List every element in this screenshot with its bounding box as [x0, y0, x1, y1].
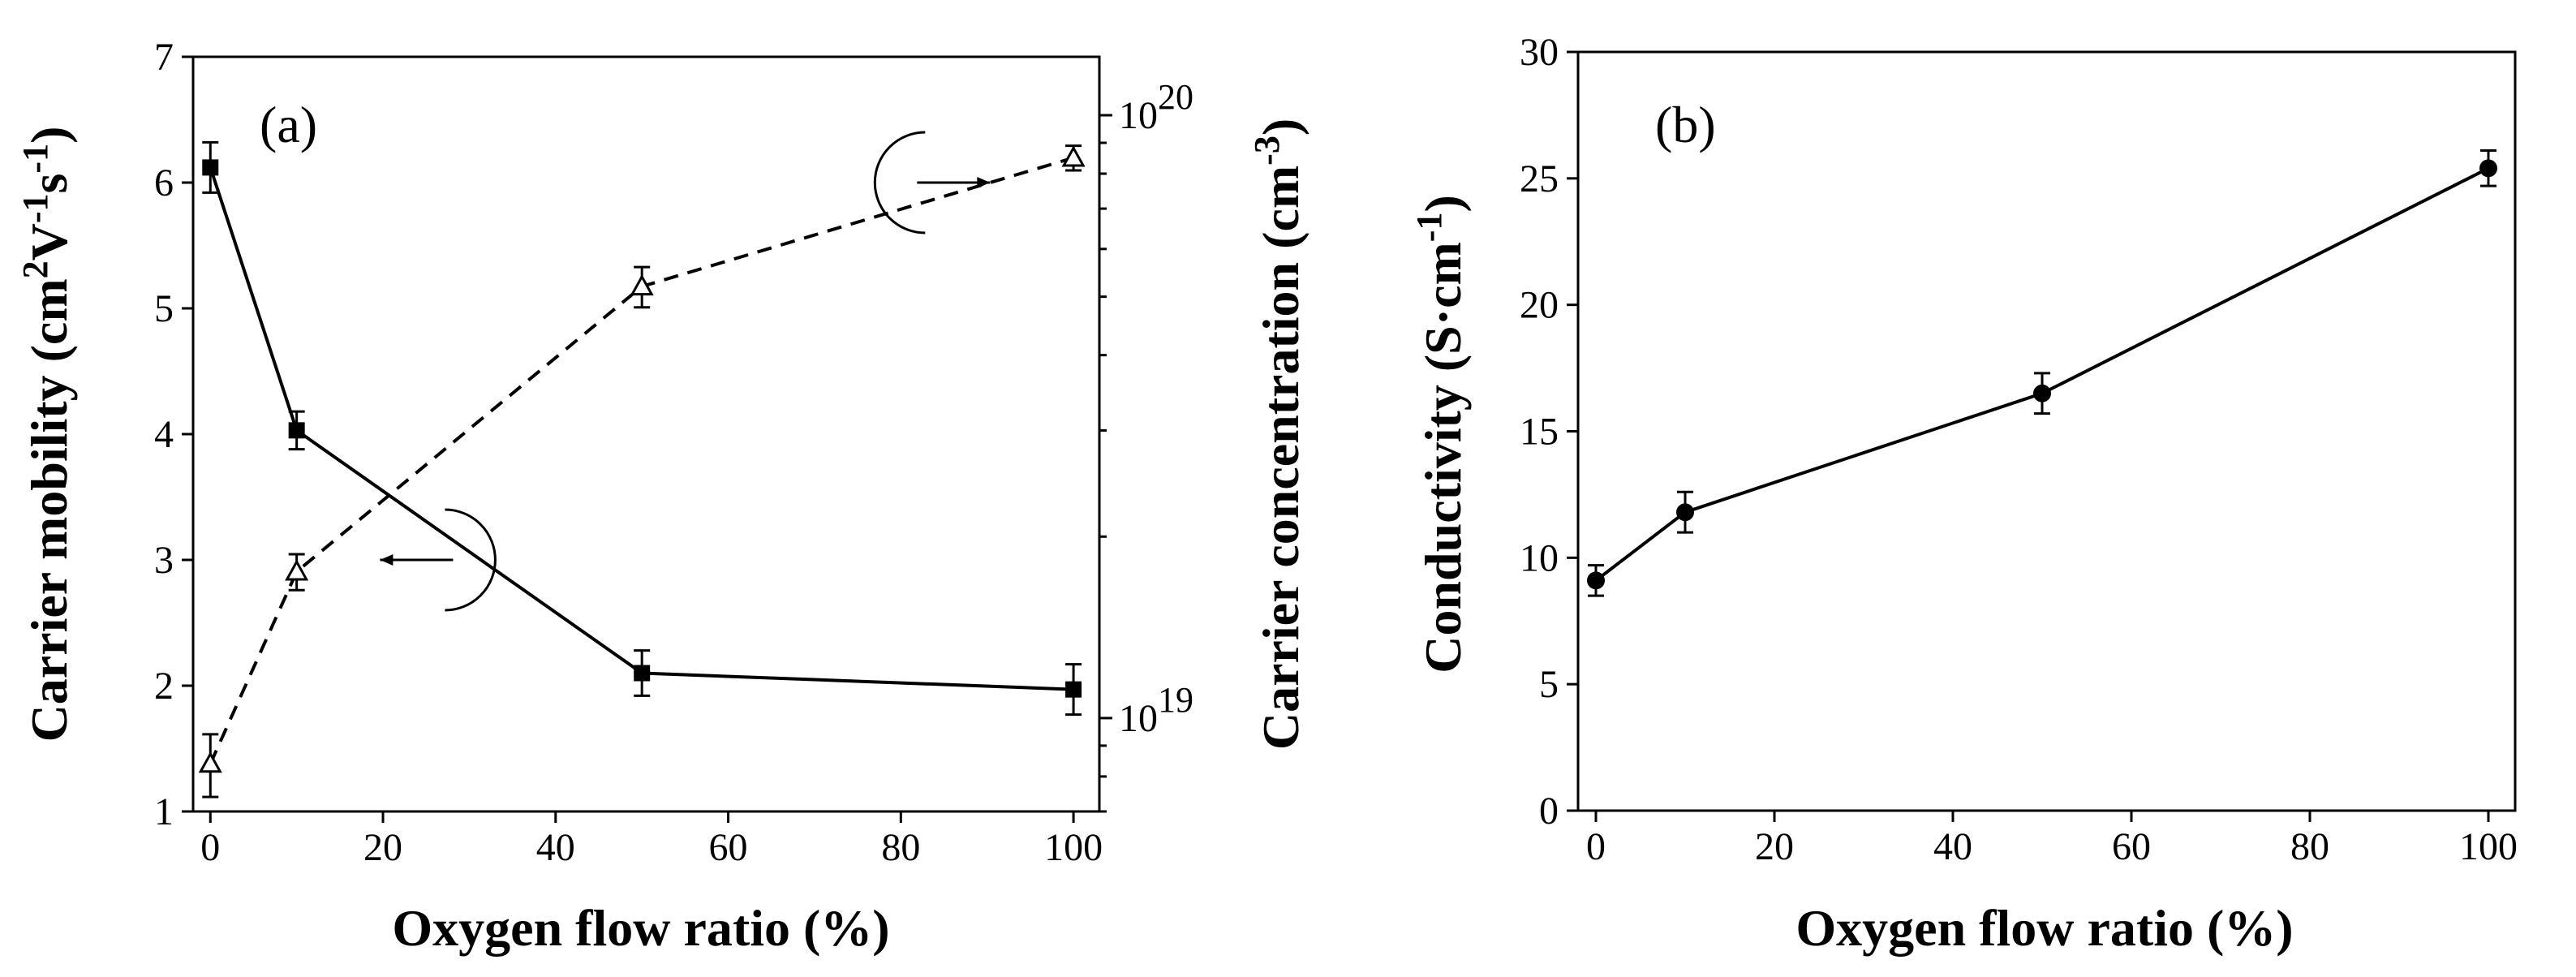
- x-tick-label: 100: [1044, 826, 1103, 869]
- y-tick-label: 30: [1520, 31, 1559, 74]
- panel-a-left-y-axis-title: Carrier mobility (cm2V-1s-1): [15, 127, 79, 742]
- panel-a-chart: 0 20 40 60 80 100 1 2 3 4 5 6 7 1019 1020 (a) Oxygen…: [15, 36, 1310, 957]
- y-tick-label: 2: [154, 665, 174, 708]
- panel-b-x-ticks: 0 20 40 60 80 100: [1586, 811, 2518, 868]
- annotation-arc: [873, 131, 926, 235]
- x-tick-label: 20: [363, 826, 402, 869]
- annotation-arrowhead: [977, 177, 991, 188]
- right-y-tick-label: 1020: [1119, 76, 1193, 137]
- y-tick-label: 1: [154, 790, 174, 833]
- y-tick-label: 20: [1520, 284, 1559, 327]
- annotation-arrowhead: [380, 554, 393, 566]
- y-tick-label: 5: [154, 287, 174, 330]
- panel-b-y-ticks: 0 5 10 15 20 25 30: [1520, 31, 1578, 833]
- annotation-arc: [445, 508, 497, 612]
- data-point-circle: [2033, 384, 2051, 402]
- series-line: [209, 166, 1074, 691]
- panel-b-y-axis-title: Conductivity (S·cm-1): [1409, 195, 1473, 674]
- panel-a-series: [198, 140, 1086, 798]
- panel-a-x-axis-title: Oxygen flow ratio (%): [392, 899, 889, 957]
- panel-a-label: (a): [260, 96, 317, 153]
- panel-b-label: (b): [1655, 96, 1716, 153]
- y-tick-label: 25: [1520, 157, 1559, 200]
- y-tick-label: 4: [154, 413, 174, 456]
- series-line: [1594, 166, 2489, 582]
- right-y-tick-label: 1019: [1119, 679, 1193, 740]
- panel-b-chart: 0 20 40 60 80 100 0 5 10 15 20 25 30 (b) Oxygen flo…: [1409, 31, 2518, 957]
- panel-b-plot-frame: [1576, 50, 2517, 812]
- panel-a-right-y-ticks: 1019 1020: [1099, 76, 1193, 813]
- panel-a-plot-frame: [191, 55, 1101, 813]
- data-point-square: [1065, 681, 1082, 698]
- data-point-square: [634, 665, 651, 682]
- panel-a-annotations: [380, 131, 991, 612]
- y-tick-label: 10: [1520, 536, 1559, 579]
- data-point-triangle: [630, 273, 654, 296]
- x-tick-label: 100: [2459, 825, 2518, 868]
- y-tick-label: 7: [154, 36, 174, 79]
- data-point-circle: [1676, 503, 1694, 522]
- y-tick-label: 0: [1539, 790, 1559, 833]
- x-tick-label: 80: [2290, 825, 2329, 868]
- x-tick-label: 0: [200, 826, 220, 869]
- y-tick-label: 5: [1539, 663, 1559, 706]
- y-tick-label: 6: [154, 161, 174, 204]
- panel-b-series: [1587, 149, 2497, 597]
- data-point-triangle: [285, 559, 309, 581]
- x-tick-label: 60: [709, 826, 748, 869]
- x-tick-label: 80: [881, 826, 920, 869]
- data-point-triangle: [198, 751, 222, 773]
- x-tick-label: 20: [1755, 825, 1794, 868]
- data-point-circle: [2479, 159, 2497, 178]
- panel-b-x-axis-title: Oxygen flow ratio (%): [1795, 899, 2293, 957]
- data-point-circle: [1587, 571, 1605, 590]
- x-tick-label: 60: [2112, 825, 2151, 868]
- panel-a-left-y-ticks: 1 2 3 4 5 6 7: [154, 36, 193, 833]
- data-point-triangle: [1061, 145, 1086, 167]
- x-tick-label: 40: [1933, 825, 1972, 868]
- series-line: [209, 156, 1074, 765]
- panel-a-x-ticks: 0 20 40 60 80 100: [200, 811, 1103, 869]
- data-point-square: [202, 159, 219, 176]
- x-tick-label: 0: [1586, 825, 1606, 868]
- y-tick-label: 3: [154, 539, 174, 582]
- panel-a-right-y-axis-title: Carrier concentration (cm-3): [1247, 118, 1310, 750]
- x-tick-label: 40: [536, 826, 575, 869]
- y-tick-label: 15: [1520, 411, 1559, 454]
- data-point-square: [288, 422, 305, 439]
